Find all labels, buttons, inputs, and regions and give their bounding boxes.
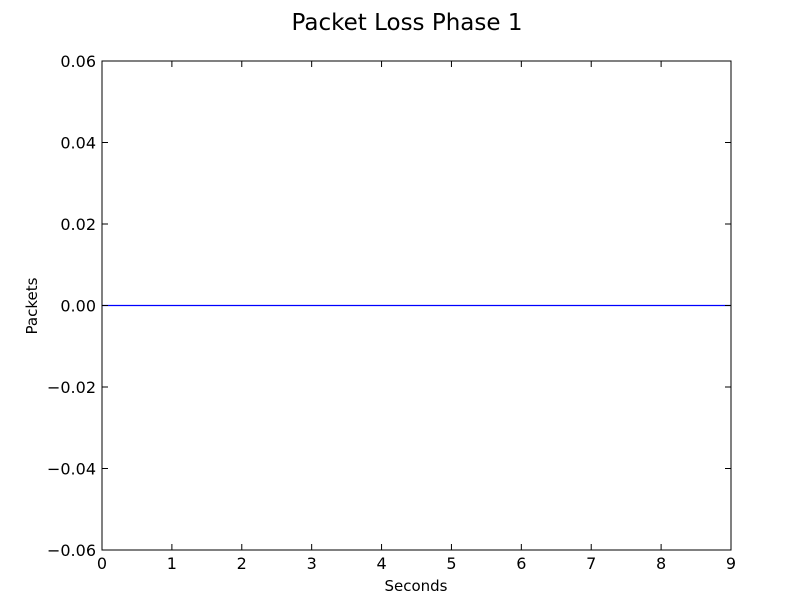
x-tick-label: 8	[656, 554, 666, 573]
x-tick-label: 6	[516, 554, 526, 573]
x-axis-ticks: 0 1 2 3 4 5 6 7 8 9	[97, 61, 736, 573]
x-tick-label: 1	[167, 554, 177, 573]
x-axis-label: Seconds	[384, 577, 447, 595]
x-tick-label: 7	[586, 554, 596, 573]
y-tick-label: 0.04	[60, 134, 96, 153]
chart-title: Packet Loss Phase 1	[292, 10, 523, 36]
y-tick-label: 0.06	[60, 52, 96, 71]
x-tick-label: 4	[376, 554, 386, 573]
x-tick-label: 9	[726, 554, 736, 573]
y-axis-label: Packets	[23, 277, 41, 334]
x-tick-label: 0	[97, 554, 107, 573]
y-tick-label: 0.02	[60, 215, 96, 234]
y-tick-label: −0.02	[47, 378, 96, 397]
x-tick-label: 5	[446, 554, 456, 573]
y-axis-ticks: −0.06 −0.04 −0.02 0.00 0.02 0.04 0.06	[47, 52, 731, 560]
x-tick-label: 2	[237, 554, 247, 573]
x-tick-label: 3	[307, 554, 317, 573]
y-tick-label: 0.00	[60, 297, 96, 316]
y-tick-label: −0.04	[47, 460, 96, 479]
y-tick-label: −0.06	[47, 541, 96, 560]
